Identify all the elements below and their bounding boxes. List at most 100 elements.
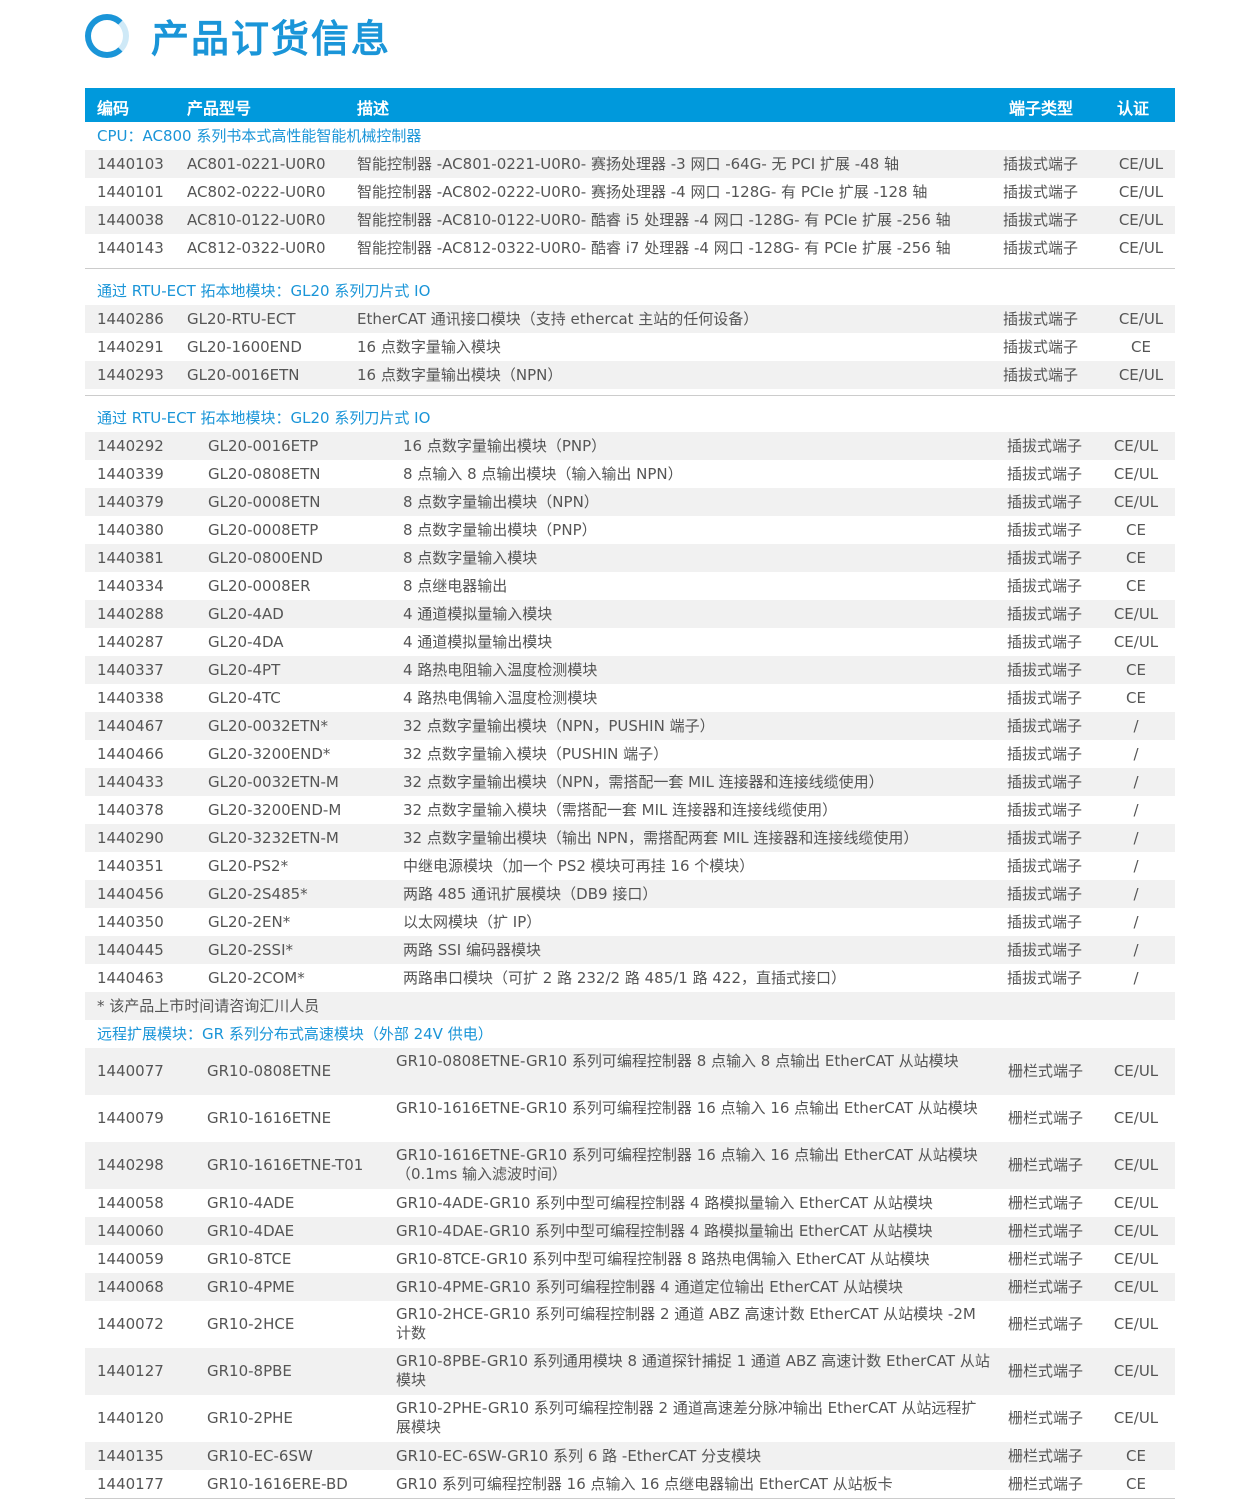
cell-desc: EtherCAT 通讯接口模块（支持 ethercat 主站的任何设备） [357,310,759,328]
cell-type: 插拔式端子 [1003,310,1079,328]
table-row: 1440445 GL20-2SSI* 两路 SSI 编码器模块 插拔式端子 / [85,936,1175,964]
title-text: 产品订货信息 [151,17,392,61]
table-row: 1440291 GL20-1600END 16 点数字量输入模块 插拔式端子 CE [85,333,1175,361]
cell-cert: / [1133,801,1139,819]
cell-type: 插拔式端子 [1007,717,1083,735]
cell-model: AC802-0222-U0R0 [187,183,326,201]
ring-icon [85,13,129,58]
header-type: 端子类型 [1009,99,1074,118]
cell-model: GL20-0016ETP [208,437,319,455]
cell-model: GL20-3200END* [208,745,331,763]
table-row: 1440463 GL20-2COM* 两路串口模块（可扩 2 路 232/2 路 4… [85,964,1175,992]
cell-type: 栅栏式端子 [1008,1409,1084,1427]
cell-model: GL20-4DA [208,633,284,651]
cell-code: 1440380 [97,521,164,539]
cell-cert: CE/UL [1113,605,1159,623]
cell-desc: 中继电源模块（加一个 PS2 模块可再挂 16 个模块） [403,857,755,875]
section-title: 远程扩展模块：GR 系列分布式高速模块（外部 24V 供电） [97,1025,493,1043]
cell-cert: CE/UL [1113,1315,1159,1333]
cell-type: 栅栏式端子 [1008,1194,1084,1212]
cell-model: GL20-4AD [208,605,284,623]
cell-model: GR10-1616ETNE-T01 [207,1156,364,1174]
table-header: 编码 产品型号 描述 端子类型 认证 [85,88,1175,122]
cell-type: 插拔式端子 [1007,577,1083,595]
cell-model: GL20-2S485* [208,885,308,903]
cell-cert: CE [1126,521,1146,539]
cell-code: 1440072 [97,1315,164,1333]
cell-code: 1440177 [97,1475,164,1493]
cell-type: 插拔式端子 [1003,211,1079,229]
cell-code: 1440378 [97,801,164,819]
cell-desc: 智能控制器 -AC812-0322-U0R0- 酷睿 i7 处理器 -4 网口 … [357,239,951,257]
cell-code: 1440135 [97,1447,164,1465]
cell-type: 插拔式端子 [1007,913,1083,931]
cell-desc: 32 点数字量输出模块（NPN，PUSHIN 端子） [403,717,715,735]
table-row: 1440068 GR10-4PME GR10-4PME-GR10 系列可编程控制器 … [85,1273,1175,1301]
cell-code: 1440287 [97,633,164,651]
cell-desc: GR10-EC-6SW-GR10 系列 6 路 -EtherCAT 分支模块 [396,1447,762,1465]
page-title: 产品订货信息 [85,8,391,63]
table-row: 1440379 GL20-0008ETN 8 点数字量输出模块（NPN） 插拔式端子 C… [85,488,1175,516]
cell-cert: CE [1131,338,1151,356]
cell-desc: GR10-4ADE-GR10 系列中型可编程控制器 4 路模拟量输入 Ether… [396,1194,933,1212]
cell-cert: CE/UL [1113,437,1159,455]
cell-desc: GR10-2PHE-GR10 系列可编程控制器 2 通道高速差分脉冲输出 Eth… [396,1399,977,1436]
cell-cert: / [1133,885,1139,903]
cell-cert: / [1133,969,1139,987]
cell-desc: 两路 SSI 编码器模块 [403,941,542,959]
cell-model: GR10-EC-6SW [207,1447,313,1465]
cell-type: 栅栏式端子 [1008,1250,1084,1268]
cell-code: 1440103 [97,155,164,173]
cell-type: 栅栏式端子 [1008,1109,1084,1127]
cell-code: 1440068 [97,1278,164,1296]
cell-code: 1440290 [97,829,164,847]
header-model: 产品型号 [187,99,252,118]
cell-type: 插拔式端子 [1007,493,1083,511]
cell-model: GL20-RTU-ECT [187,310,296,328]
cell-type: 插拔式端子 [1007,885,1083,903]
table-row: 1440058 GR10-4ADE GR10-4ADE-GR10 系列中型可编程控制… [85,1189,1175,1217]
cell-model: GL20-0016ETN [187,366,300,384]
cell-code: 1440338 [97,689,164,707]
cell-desc: GR10 系列可编程控制器 16 点输入 16 点继电器输出 EtherCAT … [396,1475,893,1493]
cell-cert: CE/UL [1113,1194,1159,1212]
table-row: 1440101 AC802-0222-U0R0 智能控制器 -AC802-0222-… [85,178,1175,206]
cell-desc: GR10-2HCE-GR10 系列可编程控制器 2 通道 ABZ 高速计数 Et… [396,1305,976,1342]
cell-cert: CE/UL [1113,493,1159,511]
cell-type: 插拔式端子 [1007,941,1083,959]
cell-model: GL20-0008ETN [208,493,321,511]
cell-code: 1440381 [97,549,164,567]
cell-type: 插拔式端子 [1003,155,1079,173]
cell-cert: CE/UL [1118,211,1164,229]
cell-model: GL20-0032ETN* [208,717,329,735]
cell-desc: GR10-4PME-GR10 系列可编程控制器 4 通道定位输出 EtherCA… [396,1278,904,1296]
cell-model: GL20-3232ETN-M [208,829,339,847]
cell-desc: 16 点数字量输出模块（NPN） [357,366,563,384]
table-row: 1440290 GL20-3232ETN-M 32 点数字量输出模块（输出 NPN，… [85,824,1175,852]
cell-cert: CE/UL [1113,1250,1159,1268]
cell-type: 栅栏式端子 [1008,1447,1084,1465]
section-title: CPU：AC800 系列书本式高性能智能机械控制器 [97,127,422,145]
cell-model: GR10-0808ETNE [207,1062,332,1080]
cell-code: 1440288 [97,605,164,623]
cell-code: 1440079 [97,1109,164,1127]
cell-type: 栅栏式端子 [1008,1278,1084,1296]
cell-desc: 以太网模块（扩 IP） [403,913,542,931]
cell-type: 栅栏式端子 [1008,1062,1084,1080]
cell-model: GL20-2EN* [208,913,291,931]
cell-cert: / [1133,913,1139,931]
cell-model: AC801-0221-U0R0 [187,155,326,173]
cell-cert: CE/UL [1113,1109,1159,1127]
cell-code: 1440445 [97,941,164,959]
cell-desc: 32 点数字量输入模块（PUSHIN 端子） [403,745,669,763]
table-row: 1440287 GL20-4DA 4 通道模拟量输出模块 插拔式端子 CE/UL [85,628,1175,656]
cell-cert: CE [1126,1475,1146,1493]
cell-type: 插拔式端子 [1007,605,1083,623]
table-row: 1440072 GR10-2HCE GR10-2HCE-GR10 系列可编程控制器 … [85,1301,1175,1348]
cell-model: GL20-0808ETN [208,465,321,483]
table-row: 1440143 AC812-0322-U0R0 智能控制器 -AC812-0322-… [85,234,1175,262]
cell-code: 1440433 [97,773,164,791]
cell-desc: GR10-1616ETNE-GR10 系列可编程控制器 16 点输入 16 点输… [396,1146,978,1183]
cell-code: 1440339 [97,465,164,483]
cell-model: GL20-2COM* [208,969,305,987]
